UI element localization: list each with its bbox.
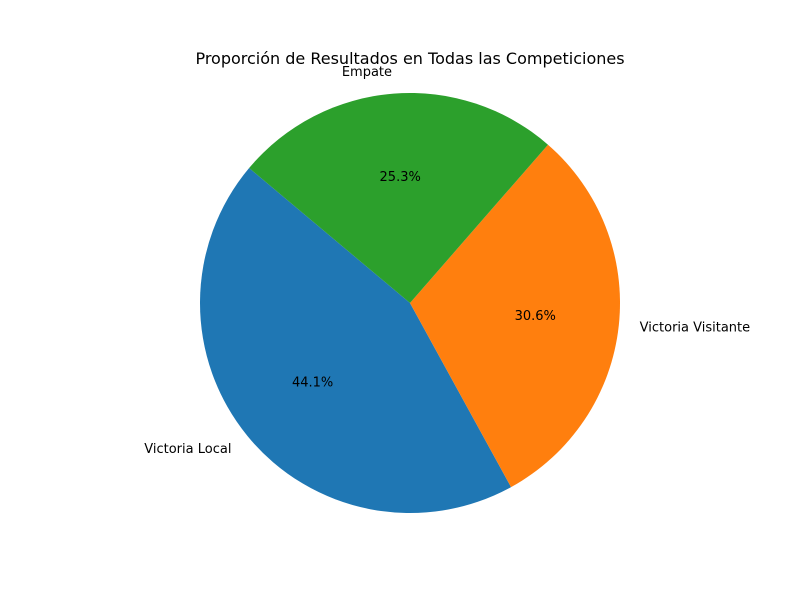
slice-label-victoria-local: Victoria Local [144,442,231,457]
chart-title: Proporción de Resultados en Todas las Co… [195,49,624,68]
pie-labels: Victoria Local 44.1% Victoria Visitante 30.… [144,65,750,457]
pie-slice-victoria-visitante [410,144,621,488]
pie-slice-victoria-local [199,168,512,514]
slice-percent-empate: 25.3% [380,170,421,185]
slice-percent-victoria-local: 44.1% [292,375,333,390]
slice-percent-victoria-visitante: 30.6% [515,309,556,324]
pie-slice-empate [249,93,548,303]
pie-slices [199,93,621,514]
slice-label-empate: Empate [342,65,392,80]
slice-label-victoria-visitante: Victoria Visitante [640,320,750,335]
